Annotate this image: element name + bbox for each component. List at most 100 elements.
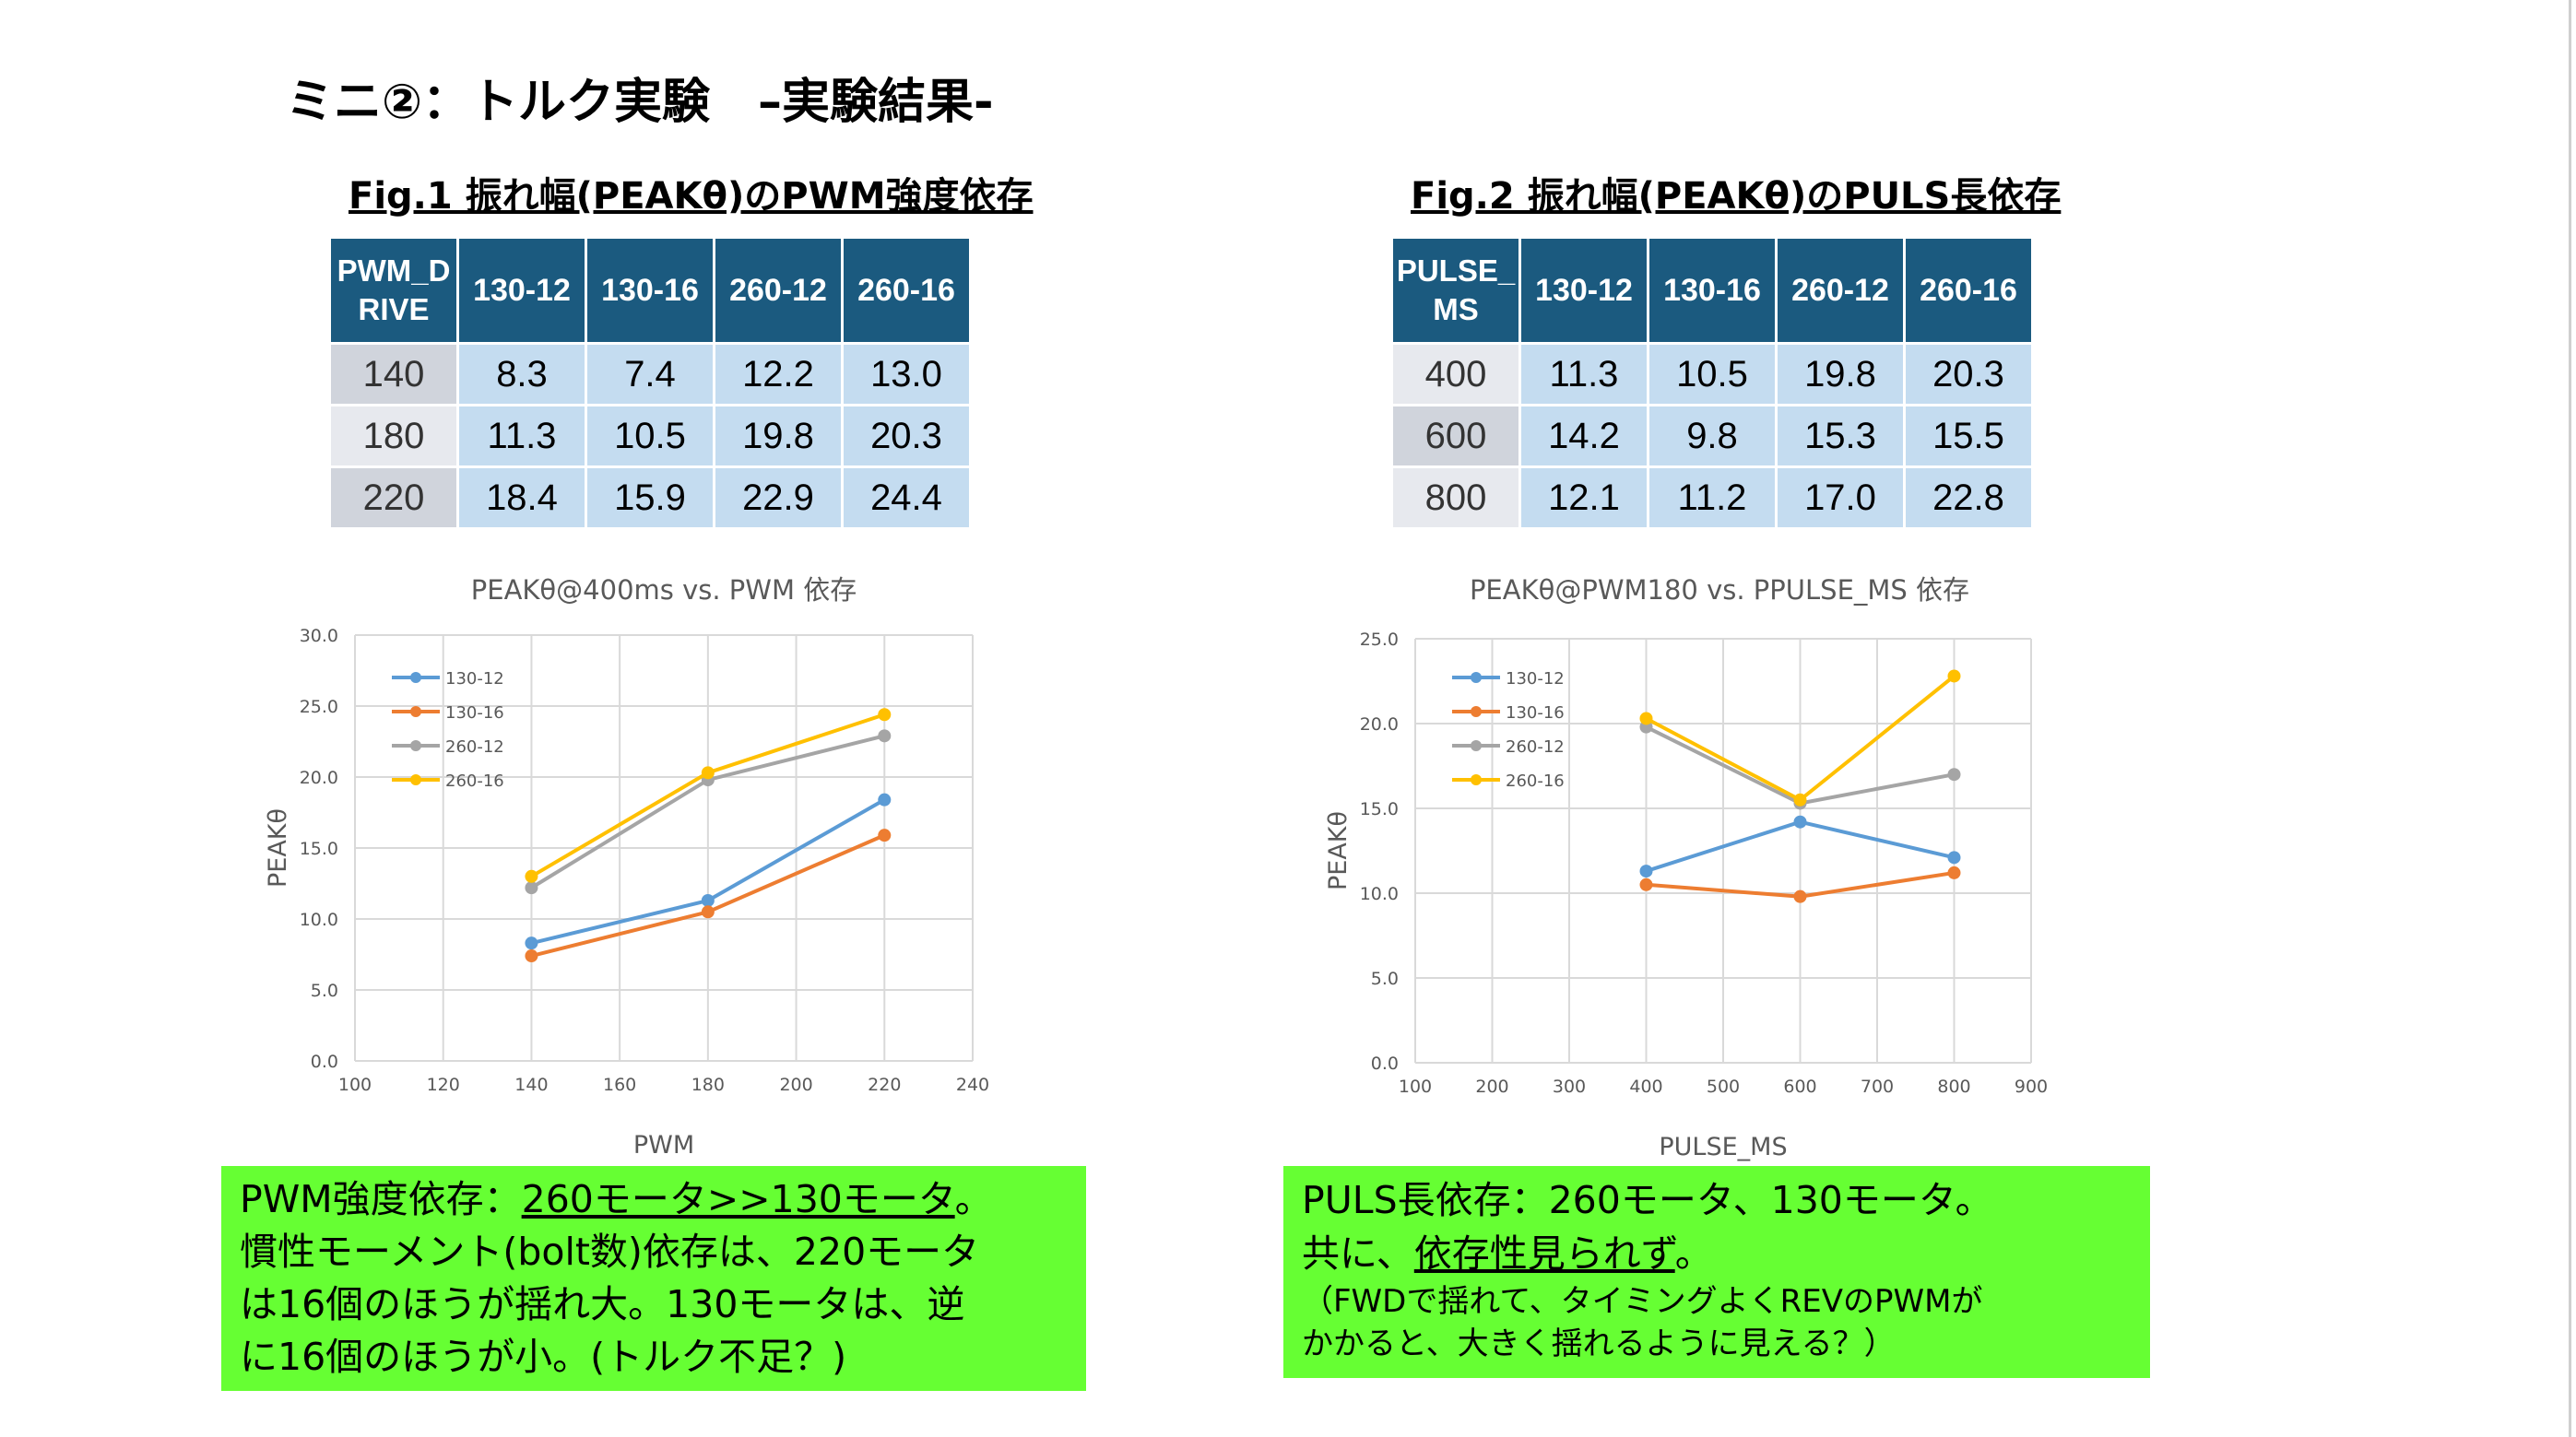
data-point-130-12 [701, 893, 715, 907]
y-tick-label: 20.0 [1360, 714, 1399, 735]
fig2-line-chart: PEAKθ@PWM180 vs. PPULSE_MS 依存 0.0 5.0 10.0 1… [1324, 574, 2048, 1161]
slide-edge-rule [2569, 0, 2571, 1437]
table-cell: 7.4 [585, 342, 715, 406]
y-tick-label: 0.0 [311, 1052, 338, 1072]
table-cell: 11.2 [1647, 465, 1778, 530]
x-tick-label: 100 [1399, 1077, 1432, 1097]
data-point-130-16 [701, 905, 715, 919]
data-point-130-16 [1639, 878, 1653, 891]
table-row-header: 220 [328, 465, 459, 530]
x-tick-label: 900 [2015, 1077, 2048, 1097]
table-row: 140 8.3 7.4 12.2 13.0 [328, 342, 972, 406]
data-point-260-16 [1947, 669, 1961, 683]
table-col-header: 130-16 [585, 236, 715, 345]
x-tick-label: 180 [691, 1075, 725, 1095]
table-row-header: 180 [328, 404, 459, 468]
data-point-260-16 [701, 766, 715, 780]
x-tick-label: 120 [427, 1075, 460, 1095]
table-cell: 18.4 [456, 465, 587, 530]
table-row: 180 11.3 10.5 19.8 20.3 [328, 404, 972, 468]
note-line: に16個のほうが小。(トルク不足？) [240, 1335, 847, 1379]
table-col-header: 130-12 [456, 236, 587, 345]
slide-title: ミニ②：トルク実験 –実験結果- [286, 75, 994, 130]
data-point-130-16 [878, 829, 892, 842]
table-cell: 22.8 [1903, 465, 2034, 530]
table-col-header: 130-12 [1518, 236, 1649, 345]
table-row: 220 18.4 15.9 22.9 24.4 [328, 465, 972, 530]
x-axis-label: PULSE_MS [1659, 1133, 1787, 1161]
table-cell: 13.0 [841, 342, 972, 406]
note-line: は16個のほうが揺れ大。130モータは、逆 [240, 1282, 965, 1326]
table-cell: 17.0 [1775, 465, 1906, 530]
y-axis-label: PEAKθ [264, 808, 292, 888]
legend-marker [1471, 774, 1482, 785]
table-row-header: 400 [1390, 342, 1521, 406]
legend-label: 260-12 [445, 737, 504, 757]
legend-marker [1471, 740, 1482, 751]
y-tick-label: 10.0 [300, 910, 338, 930]
x-tick-label: 300 [1553, 1077, 1586, 1097]
table-col-header: 260-12 [1775, 236, 1906, 345]
data-point-130-12 [1639, 865, 1653, 878]
chart-title: PEAKθ@PWM180 vs. PPULSE_MS 依存 [1470, 574, 1969, 606]
fig1-note-box: PWM強度依存：260モータ>>130モータ。 慣性モーメント(bolt数)依存… [221, 1166, 1086, 1391]
legend-label: 130-12 [1506, 669, 1565, 689]
y-tick-label: 20.0 [300, 768, 338, 788]
note-text: 共に、 [1302, 1231, 1414, 1276]
fig1-table: PWM_DRIVE 130-12 130-16 260-12 260-16 14… [328, 236, 972, 530]
note-underlined-text: 260モータ>>130モータ [521, 1177, 955, 1221]
x-tick-label: 500 [1707, 1077, 1740, 1097]
x-tick-label: 240 [956, 1075, 989, 1095]
note-line: PWM強度依存：260モータ>>130モータ。 [240, 1173, 1068, 1226]
data-point-260-16 [1639, 712, 1653, 725]
legend-marker [1471, 706, 1482, 717]
table-cell: 11.3 [1518, 342, 1649, 406]
x-tick-label: 200 [1475, 1077, 1508, 1097]
table-cell: 15.9 [585, 465, 715, 530]
data-point-130-12 [1947, 851, 1961, 865]
note-line: （FWDで揺れて、タイミングよくREVのPWMが [1302, 1283, 1983, 1320]
table-cell: 8.3 [456, 342, 587, 406]
data-point-260-12 [525, 881, 538, 895]
note-text: 。 [1674, 1231, 1713, 1276]
data-point-130-12 [1793, 815, 1807, 829]
legend-label: 130-16 [445, 703, 504, 723]
table-cell: 14.2 [1518, 404, 1649, 468]
note-text: 。 [954, 1177, 993, 1221]
note-text: PWM強度依存： [240, 1177, 522, 1221]
legend-label: 260-16 [1506, 772, 1565, 791]
table-cell: 20.3 [1903, 342, 2034, 406]
fig2-title: Fig.2 振れ幅(PEAKθ)のPULS長依存 [1411, 175, 2062, 218]
x-tick-label: 140 [514, 1075, 548, 1095]
chart-title: PEAKθ@400ms vs. PWM 依存 [471, 574, 857, 606]
y-tick-label: 15.0 [1360, 799, 1399, 819]
x-tick-label: 160 [603, 1075, 636, 1095]
legend-marker [410, 672, 421, 683]
x-tick-label: 200 [779, 1075, 812, 1095]
y-tick-label: 5.0 [1371, 969, 1399, 989]
fig2-note-box: PULS長依存：260モータ、130モータ。 共に、依存性見られず。 （FWDで… [1283, 1166, 2150, 1378]
data-point-260-12 [878, 729, 892, 743]
data-point-130-16 [1793, 889, 1807, 903]
table-row: 400 11.3 10.5 19.8 20.3 [1390, 342, 2034, 406]
table-cell: 9.8 [1647, 404, 1778, 468]
x-tick-label: 600 [1783, 1077, 1816, 1097]
table-cell: 10.5 [1647, 342, 1778, 406]
note-line: 慣性モーメント(bolt数)依存は、220モータ [240, 1230, 980, 1274]
note-line: PULS長依存：260モータ、130モータ。 [1302, 1178, 1993, 1222]
table-cell: 24.4 [841, 465, 972, 530]
y-tick-label: 30.0 [300, 626, 338, 646]
data-point-260-12 [1947, 768, 1961, 782]
table-header-row: PWM_DRIVE 130-12 130-16 260-12 260-16 [328, 236, 972, 345]
data-point-130-12 [878, 793, 892, 807]
table-cell: 20.3 [841, 404, 972, 468]
table-header-row: PULSE_MS 130-12 130-16 260-12 260-16 [1390, 236, 2034, 345]
data-point-130-16 [1947, 866, 1961, 879]
table-row: 600 14.2 9.8 15.3 15.5 [1390, 404, 2034, 468]
fig1-title: Fig.1 振れ幅(PEAKθ)のPWM強度依存 [349, 175, 1034, 218]
legend-label: 260-16 [445, 772, 504, 791]
legend-marker [410, 740, 421, 751]
x-tick-label: 800 [1937, 1077, 1970, 1097]
note-line: 共に、依存性見られず。 [1302, 1227, 2132, 1280]
table-cell: 19.8 [713, 404, 844, 468]
